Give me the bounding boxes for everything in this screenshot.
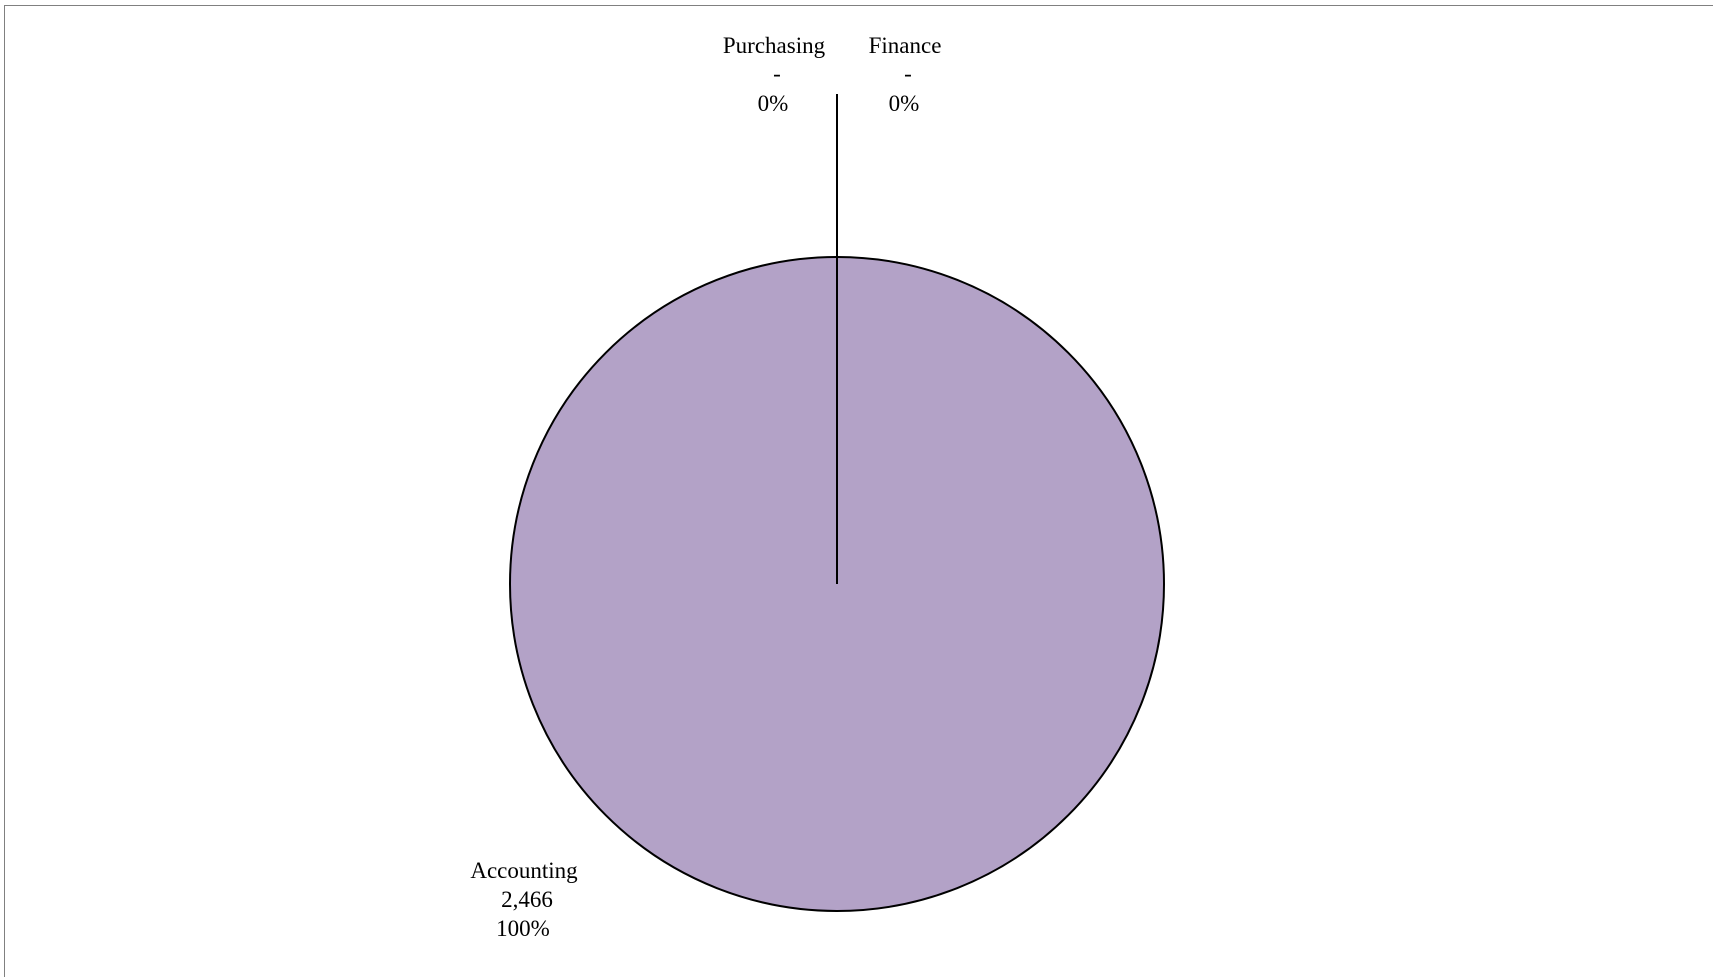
- label-purchasing-name: Purchasing: [723, 33, 826, 58]
- label-finance-percent: 0%: [889, 91, 920, 116]
- label-purchasing-percent: 0%: [758, 91, 789, 116]
- label-accounting-name: Accounting: [470, 858, 578, 883]
- label-accounting-value: 2,466: [501, 887, 553, 912]
- label-purchasing: Purchasing - 0%: [723, 33, 826, 116]
- label-finance-value: -: [904, 61, 912, 86]
- label-finance: Finance - 0%: [869, 33, 942, 116]
- label-finance-name: Finance: [869, 33, 942, 58]
- label-accounting: Accounting 2,466 100%: [470, 858, 578, 941]
- label-purchasing-value: -: [773, 61, 781, 86]
- label-accounting-percent: 100%: [496, 916, 550, 941]
